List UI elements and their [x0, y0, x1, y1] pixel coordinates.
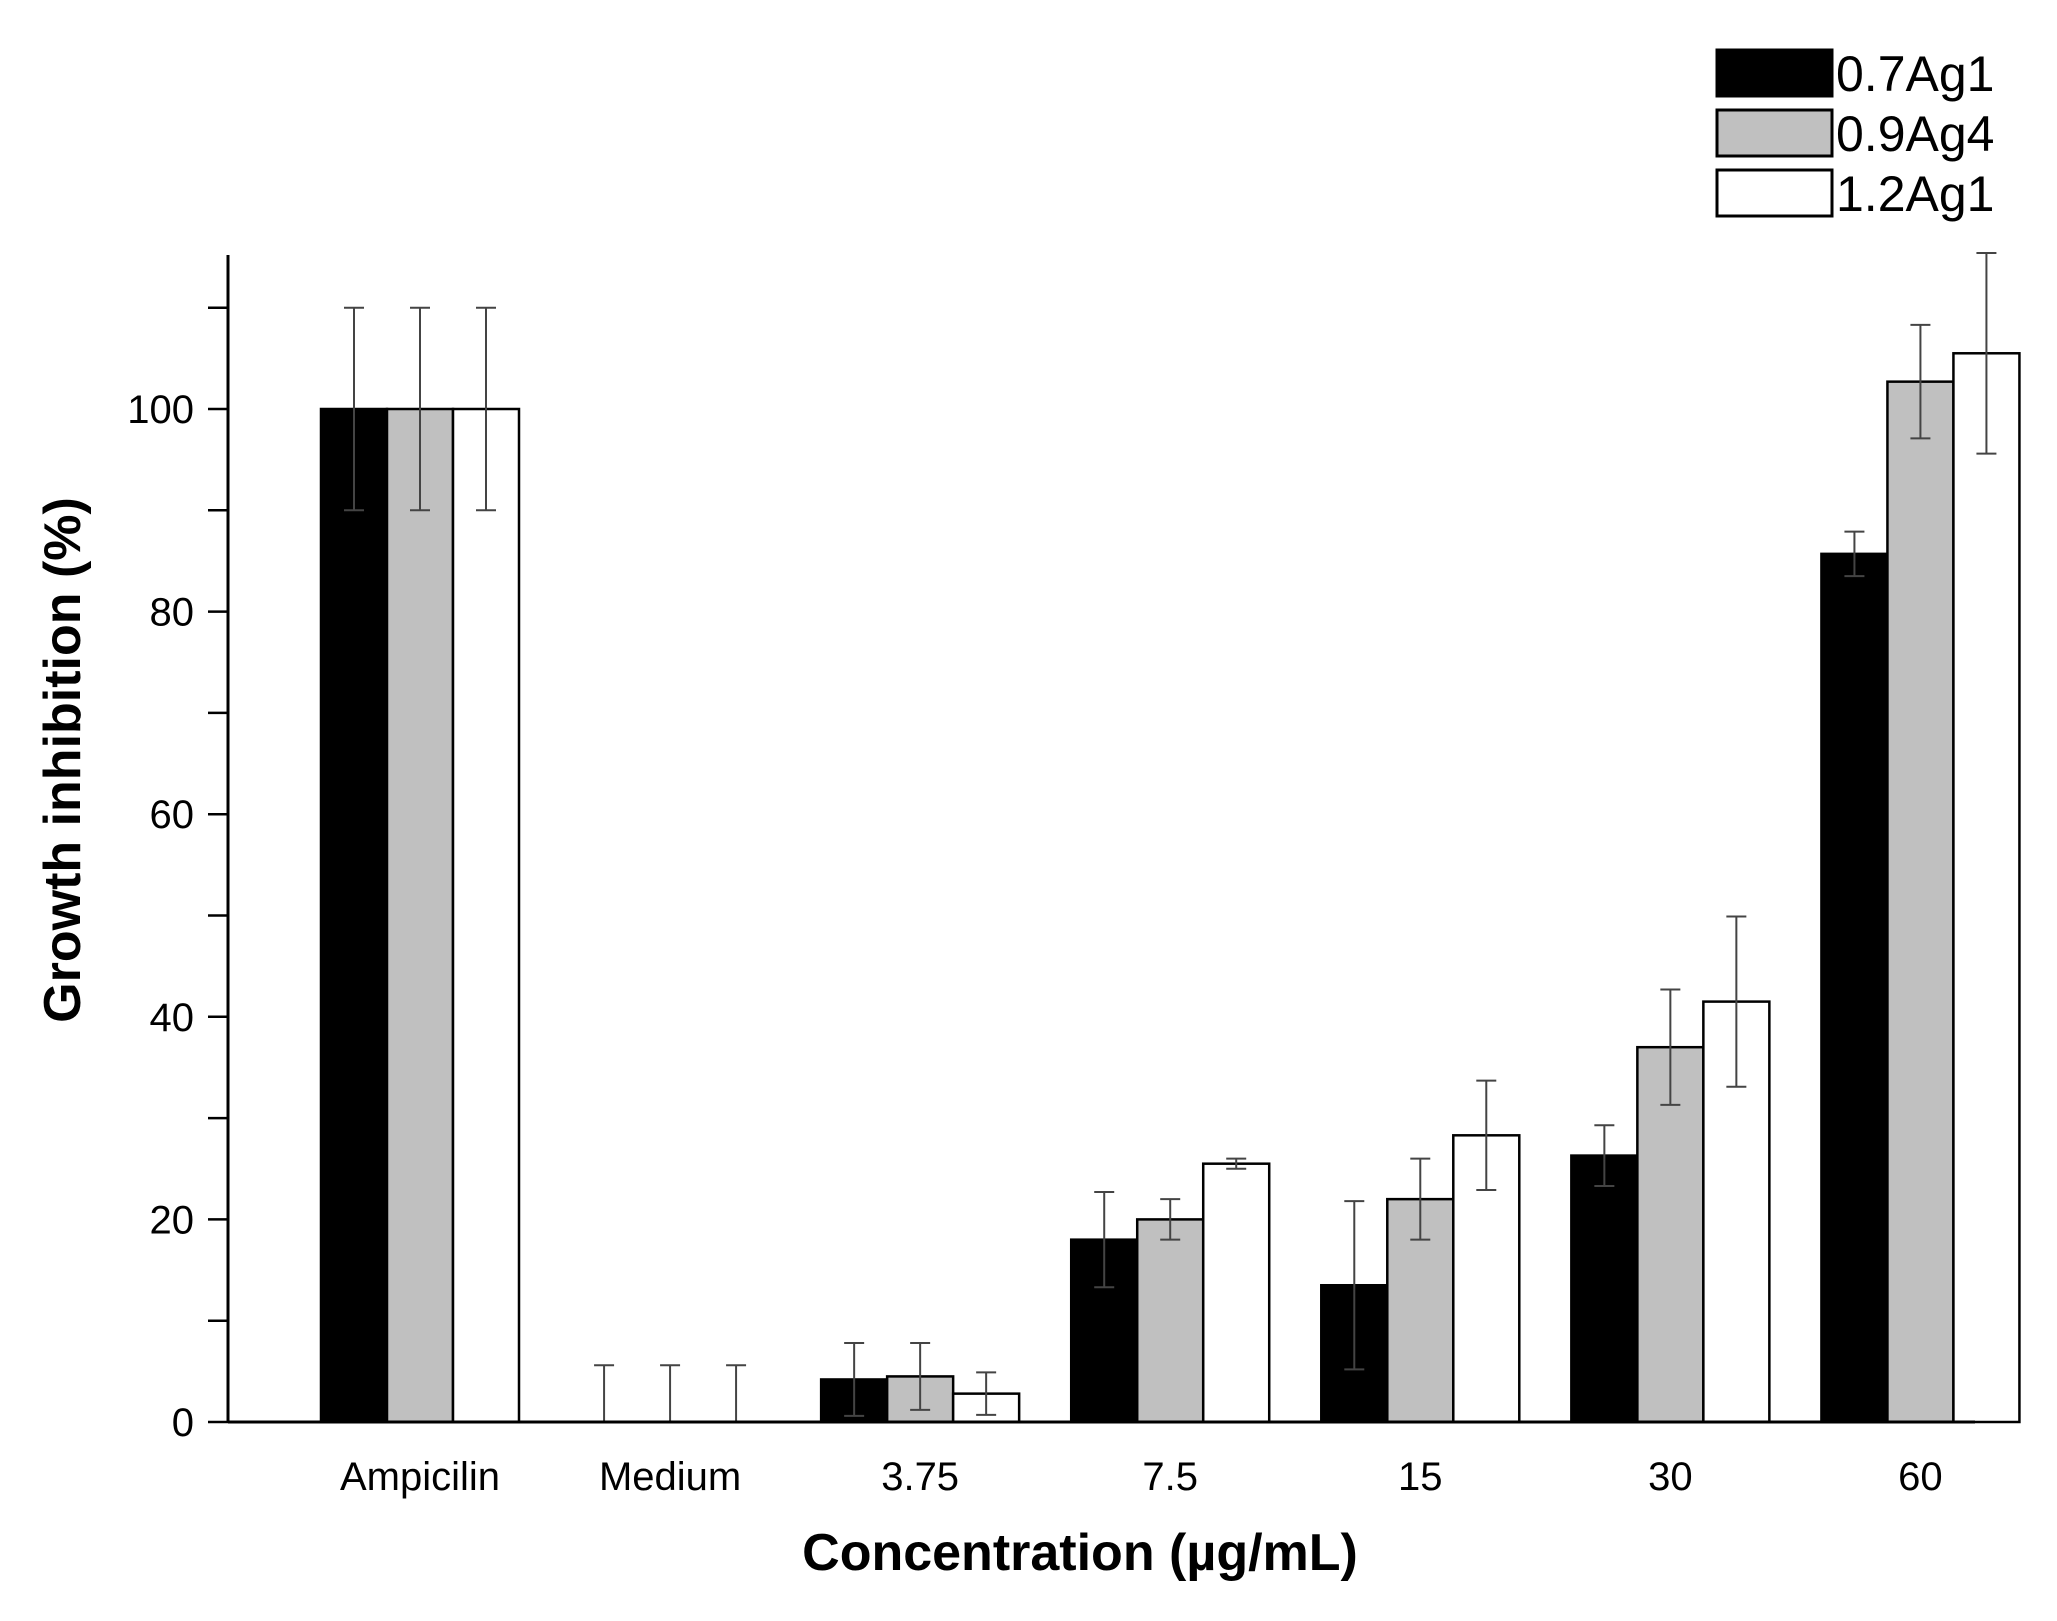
bars-layer — [319, 352, 2021, 1424]
y-ticks: 0 20 40 60 80 100 — [127, 306, 228, 1445]
legend-label: 0.9Ag4 — [1836, 106, 1994, 162]
x-tick-label: Ampicilin — [340, 1455, 500, 1499]
x-tick-label: 60 — [1898, 1455, 1943, 1499]
y-tick-label: 100 — [127, 388, 194, 432]
x-tick-label: 30 — [1648, 1455, 1693, 1499]
y-tick-label: 60 — [150, 793, 195, 837]
bar — [1952, 352, 2021, 1424]
x-tick-label: Medium — [599, 1455, 741, 1499]
legend-swatch — [1715, 168, 1834, 218]
bar — [451, 407, 521, 1424]
legend-swatch — [1715, 108, 1834, 158]
y-tick-label: 80 — [150, 591, 195, 635]
bar — [1820, 552, 1889, 1424]
x-axis-title: Concentration (µg/mL) — [802, 1524, 1358, 1582]
x-tick-labels: Ampicilin Medium 3.75 7.5 15 30 60 — [340, 1455, 1943, 1499]
x-tick-label: 7.5 — [1142, 1455, 1198, 1499]
legend-swatch — [1715, 48, 1834, 98]
y-tick-label: 20 — [150, 1198, 195, 1242]
legend-label: 1.2Ag1 — [1836, 166, 1994, 222]
x-tick-label: 3.75 — [881, 1455, 959, 1499]
bar — [319, 407, 389, 1424]
y-tick-label: 0 — [172, 1401, 194, 1445]
bar — [1636, 1045, 1705, 1424]
y-axis-title: Growth inhibition (%) — [34, 497, 92, 1023]
bar — [1135, 1218, 1205, 1424]
error-bars-layer — [344, 251, 1997, 1422]
y-tick-label: 40 — [150, 996, 195, 1040]
axes-layer — [226, 255, 1975, 1424]
bar — [1201, 1162, 1271, 1424]
legend-label: 0.7Ag1 — [1836, 46, 1994, 102]
x-tick-label: 15 — [1398, 1455, 1443, 1499]
bar — [1886, 380, 1955, 1424]
bar — [385, 407, 455, 1424]
bar — [1570, 1154, 1639, 1424]
